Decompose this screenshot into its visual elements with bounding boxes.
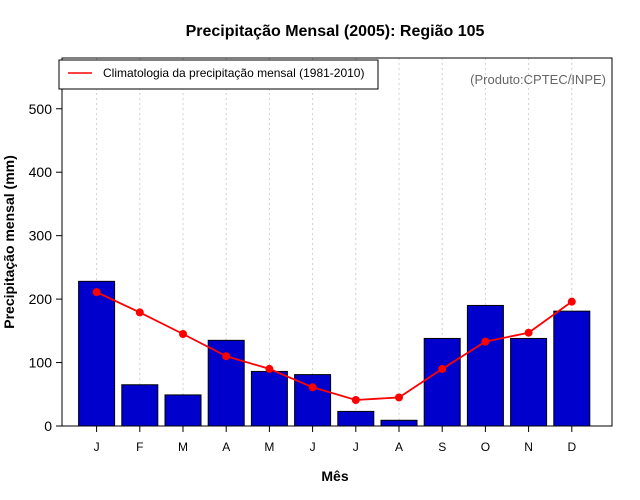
legend: Climatologia da precipitação mensal (198… bbox=[58, 59, 379, 90]
x-tick-label: O bbox=[481, 440, 490, 454]
climatology-point-4 bbox=[222, 352, 231, 361]
climatology-series bbox=[92, 288, 576, 404]
climatology-point-8 bbox=[395, 393, 403, 402]
y-tick-label: 200 bbox=[29, 291, 53, 307]
bar-5 bbox=[250, 370, 288, 427]
climatology-point-9 bbox=[438, 364, 447, 373]
x-tick-label: M bbox=[264, 440, 274, 454]
x-tick-label: S bbox=[438, 440, 446, 454]
y-tick-label: 400 bbox=[29, 164, 53, 180]
credit-annotation: (Produto:CPTEC/INPE) bbox=[470, 72, 606, 87]
y-tick-label: 0 bbox=[44, 418, 52, 434]
bar-11 bbox=[510, 337, 548, 427]
y-tick-label: 300 bbox=[29, 228, 53, 244]
y-axis-label: Precipitação mensal (mm) bbox=[1, 155, 17, 329]
bar-7 bbox=[337, 410, 375, 427]
x-tick-label: J bbox=[94, 440, 100, 454]
y-tick-label: 100 bbox=[29, 355, 53, 371]
bar-10 bbox=[466, 304, 504, 427]
bar-series bbox=[78, 280, 591, 427]
x-tick-label: A bbox=[222, 440, 230, 454]
climatology-point-1 bbox=[92, 288, 101, 297]
bar-9 bbox=[423, 337, 461, 427]
legend-box bbox=[58, 59, 379, 90]
chart-title: Precipitação Mensal (2005): Região 105 bbox=[186, 23, 485, 40]
climatology-point-6 bbox=[308, 383, 317, 392]
climatology-point-12 bbox=[567, 297, 576, 306]
y-axis: 0 100 200 300 400 500 bbox=[29, 101, 62, 434]
climatology-point-2 bbox=[135, 308, 144, 317]
bar-12 bbox=[553, 310, 591, 427]
climatology-point-11 bbox=[524, 328, 533, 337]
x-tick-label: M bbox=[178, 440, 188, 454]
climatology-point-10 bbox=[481, 337, 490, 346]
x-tick-label: J bbox=[353, 440, 359, 454]
x-tick-label: A bbox=[395, 440, 403, 454]
climatology-point-3 bbox=[179, 330, 187, 338]
x-tick-label: D bbox=[567, 440, 576, 454]
bar-3 bbox=[164, 394, 202, 427]
x-tick-label: N bbox=[524, 440, 533, 454]
y-tick-label: 500 bbox=[29, 101, 53, 117]
climatology-point-5 bbox=[265, 364, 274, 373]
climatology-line bbox=[96, 291, 573, 401]
x-axis-label: Mês bbox=[321, 468, 348, 484]
x-tick-label: F bbox=[136, 440, 143, 454]
plot-frame bbox=[61, 57, 613, 427]
climatology-point-7 bbox=[351, 395, 360, 404]
x-tick-label: J bbox=[310, 440, 316, 454]
legend-label: Climatologia da precipitação mensal (198… bbox=[103, 66, 364, 80]
bar-2 bbox=[121, 384, 159, 427]
bar-1 bbox=[78, 280, 116, 427]
bar-8 bbox=[380, 419, 418, 427]
